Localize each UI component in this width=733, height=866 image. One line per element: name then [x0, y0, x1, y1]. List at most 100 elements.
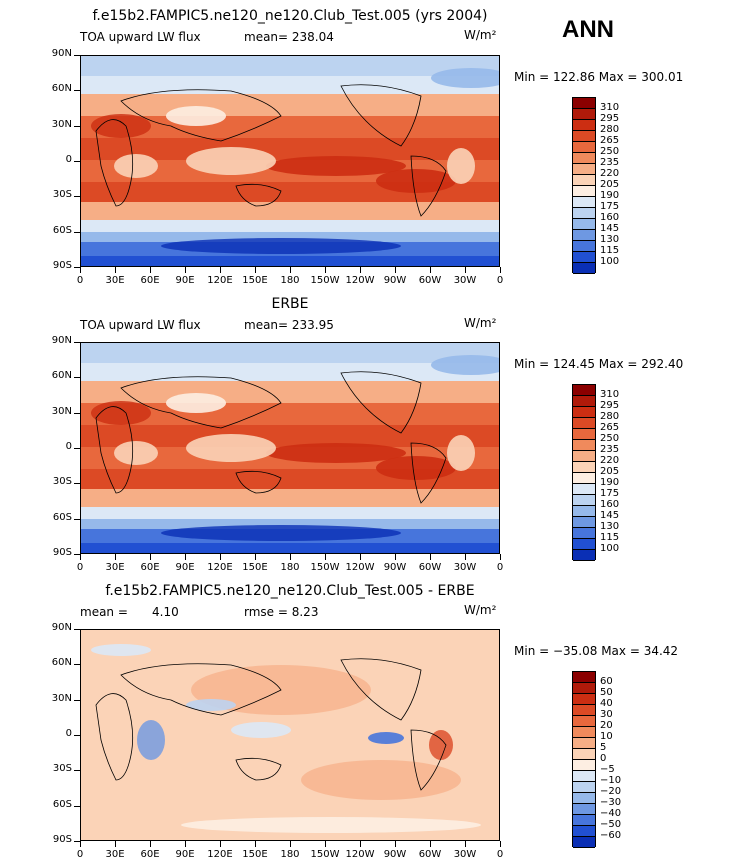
colorbar-label: 175: [600, 488, 620, 499]
colorbar-label: 40: [600, 698, 613, 709]
colorbar-label: −30: [600, 797, 622, 808]
x-tick-label: 0: [76, 849, 84, 860]
panel-minmax: Min = 122.86 Max = 300.01: [514, 70, 684, 84]
x-tick-label: 120E: [207, 275, 233, 286]
y-tick-label: 0: [65, 728, 72, 739]
colorbar-label: 130: [600, 234, 620, 245]
colorbar-segment: [573, 164, 595, 175]
colorbar-segment: [573, 771, 595, 782]
y-tick-mark: [74, 231, 80, 233]
x-tick-mark: [500, 554, 501, 560]
colorbar-label: 280: [600, 411, 620, 422]
panel-mean-value: 4.10: [152, 605, 179, 619]
colorbar-segment: [573, 517, 595, 528]
colorbar-segment: [573, 760, 595, 771]
y-tick-label: 0: [65, 154, 72, 165]
y-tick-label: 30S: [52, 189, 72, 201]
x-tick-mark: [220, 841, 221, 847]
colorbar-segment: [573, 241, 595, 252]
colorbar-label: 5: [600, 742, 607, 753]
panel-left-label: TOA upward LW flux: [80, 318, 201, 332]
x-tick-mark: [290, 841, 291, 847]
map-frame: [80, 342, 500, 554]
colorbar-label: 250: [600, 146, 620, 157]
y-tick-mark: [74, 735, 80, 736]
colorbar-label: 205: [600, 466, 620, 477]
y-tick-mark: [74, 699, 80, 701]
y-tick-label: 60N: [51, 83, 72, 95]
colorbar-segment: [573, 837, 595, 848]
y-tick-label: 90S: [52, 547, 72, 558]
colorbar-segment: [573, 506, 595, 517]
colorbar-segment: [573, 131, 595, 142]
x-tick-label: 180: [280, 275, 300, 286]
x-tick-label: 30E: [105, 849, 125, 860]
colorbar-segment: [573, 230, 595, 241]
colorbar-label: 190: [600, 477, 620, 488]
colorbar-label: 220: [600, 168, 620, 179]
colorbar: [572, 97, 596, 274]
colorbar-segment: [573, 429, 595, 440]
x-tick-mark: [360, 267, 361, 273]
x-tick-mark: [360, 554, 361, 560]
colorbar-segment: [573, 495, 595, 506]
x-tick-mark: [150, 267, 151, 273]
colorbar: [572, 671, 596, 848]
x-tick-mark: [150, 841, 151, 847]
colorbar-segment: [573, 782, 595, 793]
x-tick-mark: [115, 841, 116, 847]
panel-units: W/m²: [464, 316, 497, 330]
colorbar-segment: [573, 484, 595, 495]
colorbar-label: 280: [600, 124, 620, 135]
colorbar-segment: [573, 694, 595, 705]
y-tick-label: 30S: [52, 763, 72, 775]
y-tick-mark: [74, 770, 80, 772]
x-tick-mark: [395, 841, 396, 847]
x-tick-label: 60E: [140, 275, 160, 286]
panel-title: f.e15b2.FAMPIC5.ne120_ne120.Club_Test.00…: [105, 583, 475, 599]
colorbar-label: −50: [600, 819, 622, 830]
y-tick-mark: [74, 629, 80, 630]
y-tick-mark: [74, 841, 80, 842]
x-tick-label: 150W: [310, 849, 340, 860]
x-tick-mark: [220, 267, 221, 273]
colorbar-label: −20: [600, 786, 622, 797]
colorbar-label: 175: [600, 201, 620, 212]
x-tick-label: 30W: [453, 849, 477, 860]
x-tick-mark: [150, 554, 151, 560]
colorbar-segment: [573, 473, 595, 484]
x-tick-label: 150E: [242, 562, 268, 573]
x-tick-mark: [185, 554, 186, 560]
y-tick-mark: [74, 90, 80, 92]
x-tick-label: 0: [496, 275, 504, 286]
colorbar-segment: [573, 120, 595, 131]
x-tick-mark: [465, 554, 466, 560]
colorbar-label: 145: [600, 223, 620, 234]
colorbar-segment: [573, 727, 595, 738]
x-tick-mark: [360, 841, 361, 847]
y-tick-mark: [74, 342, 80, 343]
colorbar-label: −5: [600, 764, 615, 775]
y-tick-label: 60S: [52, 224, 72, 236]
y-tick-label: 90S: [52, 834, 72, 845]
x-tick-label: 180: [280, 562, 300, 573]
y-tick-label: 30N: [51, 118, 72, 130]
colorbar-label: 100: [600, 256, 620, 267]
y-tick-label: 0: [65, 441, 72, 452]
colorbar-label: 30: [600, 709, 613, 720]
y-tick-label: 60N: [51, 370, 72, 382]
y-tick-label: 90N: [51, 335, 72, 346]
colorbar-segment: [573, 528, 595, 539]
y-tick-label: 90N: [51, 622, 72, 633]
x-tick-label: 150E: [242, 849, 268, 860]
x-tick-mark: [255, 841, 256, 847]
y-tick-mark: [74, 448, 80, 449]
x-tick-mark: [255, 267, 256, 273]
y-tick-label: 60S: [52, 511, 72, 523]
colorbar-label: 310: [600, 389, 620, 400]
panel-mean-label: mean= 233.95: [244, 318, 334, 332]
x-tick-label: 90E: [175, 562, 195, 573]
colorbar-segment: [573, 252, 595, 263]
panel-rmse-label: rmse = 8.23: [244, 605, 319, 619]
x-tick-mark: [80, 841, 81, 847]
